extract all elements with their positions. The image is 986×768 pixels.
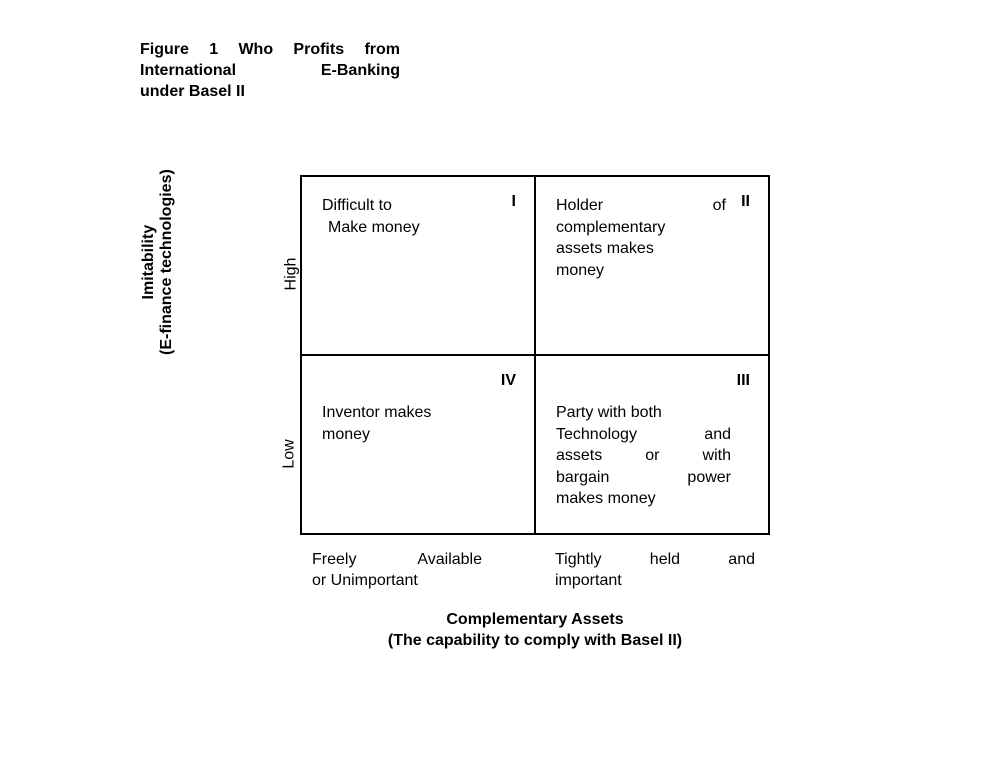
quadrant-4-numeral: IV: [501, 370, 516, 392]
q2-line3: assets makes: [556, 238, 726, 260]
y-axis-label-line1: Imitability: [140, 169, 158, 355]
quadrant-1-text: Difficult to Make money: [322, 195, 442, 238]
quadrant-2-numeral: II: [741, 191, 750, 213]
q4-line2: money: [322, 424, 472, 446]
q2-line4: money: [556, 260, 726, 282]
q3-line1: Party with both: [556, 402, 731, 424]
y-axis-high: High: [282, 258, 300, 291]
x-axis-label-line1: Complementary Assets: [300, 610, 770, 631]
x-left-line1: Freely Available: [312, 550, 482, 571]
q3-line2: Technology and: [556, 424, 731, 446]
quadrant-2: II Holder of complementary assets makes …: [535, 176, 769, 355]
q3-line4: bargain power: [556, 467, 731, 489]
y-axis-label-line2: (E-finance technologies): [158, 169, 176, 355]
figure-title-line2-right: E-Banking: [321, 62, 400, 79]
x-axis-right-label: Tightly held and important: [555, 550, 755, 592]
quadrant-4-text: Inventor makes money: [322, 402, 472, 445]
x-right-line2: important: [555, 571, 755, 592]
q4-line1: Inventor makes: [322, 402, 472, 424]
quadrant-3: III Party with both Technology and asset…: [535, 355, 769, 534]
figure-title-line3: under Basel II: [140, 82, 400, 103]
quadrant-3-numeral: III: [737, 370, 750, 392]
x-axis-label-line2: (The capability to comply with Basel II): [300, 631, 770, 652]
figure-title-line2: International E-Banking: [140, 61, 400, 82]
quadrant-4: IV Inventor makes money: [301, 355, 535, 534]
q1-line2: Make money: [322, 217, 442, 239]
q3-line5: makes money: [556, 488, 731, 510]
figure-title-line1: Figure 1 Who Profits from: [140, 40, 400, 61]
quadrant-2-text: Holder of complementary assets makes mon…: [556, 195, 726, 281]
q1-line1: Difficult to: [322, 195, 442, 217]
q2-line2: complementary: [556, 217, 726, 239]
x-axis-label: Complementary Assets (The capability to …: [300, 610, 770, 652]
quadrant-1: I Difficult to Make money: [301, 176, 535, 355]
figure-title: Figure 1 Who Profits from International …: [140, 40, 400, 102]
x-left-line2: or Unimportant: [312, 571, 482, 592]
q3-line3: assets or with: [556, 445, 731, 467]
figure-title-line2-left: International: [140, 62, 236, 79]
matrix-grid: I Difficult to Make money II Holder of c…: [300, 175, 770, 535]
q2-line1: Holder of: [556, 195, 726, 217]
y-axis-label: Imitability (E-finance technologies): [140, 169, 176, 355]
quadrant-1-numeral: I: [512, 191, 516, 213]
x-right-line1: Tightly held and: [555, 550, 755, 571]
quadrant-3-text: Party with both Technology and assets or…: [556, 402, 731, 510]
y-axis-low: Low: [281, 439, 299, 468]
x-axis-left-label: Freely Available or Unimportant: [312, 550, 482, 592]
